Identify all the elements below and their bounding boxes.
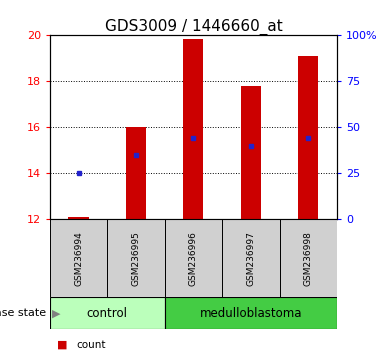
Text: GSM236996: GSM236996	[189, 231, 198, 286]
Bar	[241, 86, 261, 219]
Bar	[183, 39, 203, 219]
Text: disease state: disease state	[0, 308, 46, 318]
Text: GSM236998: GSM236998	[304, 231, 313, 286]
Bar	[50, 297, 165, 329]
Text: GSM236997: GSM236997	[246, 231, 255, 286]
Text: ■: ■	[57, 340, 68, 350]
Text: GSM236994: GSM236994	[74, 231, 83, 286]
Title: GDS3009 / 1446660_at: GDS3009 / 1446660_at	[105, 19, 282, 35]
Bar	[298, 56, 318, 219]
Bar	[107, 219, 165, 297]
Text: medulloblastoma: medulloblastoma	[200, 307, 302, 320]
Bar	[222, 219, 280, 297]
Bar	[165, 219, 222, 297]
Bar	[126, 127, 146, 219]
Text: ▶: ▶	[52, 308, 60, 318]
Text: control: control	[87, 307, 128, 320]
Text: GSM236995: GSM236995	[131, 231, 141, 286]
Bar	[69, 217, 88, 219]
Bar	[280, 219, 337, 297]
Text: count: count	[77, 340, 106, 350]
Bar	[50, 219, 107, 297]
Bar	[165, 297, 337, 329]
